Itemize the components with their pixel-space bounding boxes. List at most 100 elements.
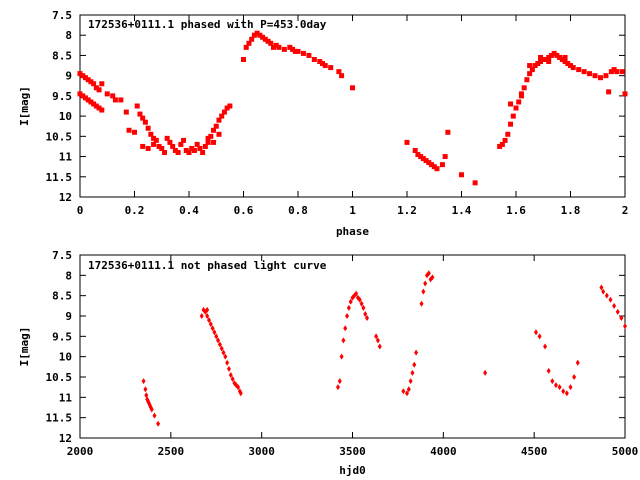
data-point <box>112 97 118 103</box>
data-point <box>295 48 301 54</box>
chart-title: 172536+0111.1 phased with P=453.0day <box>88 18 327 31</box>
data-point <box>533 329 538 336</box>
data-point <box>152 412 157 419</box>
data-point <box>170 143 176 149</box>
data-point <box>317 59 323 65</box>
data-point <box>510 113 516 119</box>
data-point <box>224 105 230 111</box>
x-tick-label: 3500 <box>339 445 366 458</box>
data-point <box>538 59 544 65</box>
data-point <box>161 150 167 156</box>
data-point <box>80 93 86 99</box>
data-point <box>527 71 533 77</box>
data-point <box>140 143 146 149</box>
data-point <box>365 315 370 322</box>
data-point <box>85 97 91 103</box>
data-point <box>459 172 464 178</box>
data-point <box>350 85 355 91</box>
data-point <box>230 376 235 383</box>
data-point <box>499 141 505 147</box>
y-tick-label: 11.5 <box>46 171 73 184</box>
data-point <box>336 69 342 75</box>
y-tick-label: 9 <box>65 310 72 323</box>
data-point <box>206 317 211 324</box>
data-point <box>546 59 552 65</box>
data-point <box>405 390 409 397</box>
x-tick-label: 1 <box>349 204 356 217</box>
data-point <box>564 390 569 397</box>
data-point <box>126 127 132 133</box>
data-point <box>276 44 282 50</box>
data-point <box>88 99 94 105</box>
data-point <box>221 349 226 356</box>
x-tick-label: 4000 <box>430 445 457 458</box>
data-point <box>524 77 530 83</box>
data-point <box>300 50 306 56</box>
data-point <box>322 63 328 69</box>
y-tick-label: 10 <box>59 110 72 123</box>
data-point <box>419 300 424 307</box>
data-point <box>212 329 217 336</box>
data-point <box>226 365 231 372</box>
data-point <box>197 145 203 151</box>
data-point <box>213 123 219 129</box>
x-tick-label: 0.8 <box>288 204 308 217</box>
data-point <box>93 103 99 109</box>
data-point <box>273 42 279 48</box>
data-point <box>306 52 312 58</box>
data-point <box>538 54 544 60</box>
y-tick-label: 8 <box>65 269 72 282</box>
data-point <box>592 73 598 79</box>
data-point <box>565 61 571 67</box>
x-tick-label: 0.4 <box>179 204 199 217</box>
x-axis-label: hjd0 <box>339 464 366 477</box>
data-point <box>268 40 274 46</box>
data-point <box>339 73 345 79</box>
y-tick-label: 8 <box>65 29 72 42</box>
data-point <box>615 308 620 315</box>
data-point <box>159 145 165 151</box>
data-point <box>175 150 181 156</box>
data-point <box>576 67 582 73</box>
x-tick-label: 2 <box>622 204 629 217</box>
data-point <box>414 349 419 356</box>
data-point <box>483 369 488 376</box>
data-point <box>142 119 148 125</box>
data-point <box>357 296 362 303</box>
data-point <box>281 46 287 52</box>
data-point <box>210 325 215 332</box>
data-point <box>290 46 296 52</box>
data-point <box>343 325 348 332</box>
data-point <box>508 121 514 127</box>
x-tick-label: 0 <box>77 204 84 217</box>
data-point <box>423 280 428 287</box>
data-point <box>77 71 83 77</box>
x-tick-label: 5000 <box>612 445 639 458</box>
data-point <box>406 386 411 393</box>
data-point <box>546 367 551 374</box>
data-point <box>404 139 410 145</box>
data-point <box>132 129 137 135</box>
data-point <box>194 141 200 147</box>
data-point <box>551 50 557 56</box>
data-point <box>581 69 587 75</box>
data-point <box>205 139 211 145</box>
data-point <box>418 154 424 160</box>
data-point <box>265 38 271 44</box>
data-point <box>311 56 317 62</box>
x-tick-label: 0.6 <box>234 204 254 217</box>
data-point <box>243 44 249 50</box>
data-point <box>622 91 628 97</box>
plot-frame <box>79 14 626 198</box>
data-point <box>118 97 124 103</box>
data-point <box>554 52 560 58</box>
data-point <box>257 32 263 38</box>
data-point <box>249 36 255 42</box>
data-point <box>543 343 548 350</box>
data-point <box>561 388 566 395</box>
y-tick-label: 10 <box>59 351 72 364</box>
data-point <box>216 131 222 137</box>
x-tick-label: 1.4 <box>452 204 472 217</box>
data-point <box>143 386 148 393</box>
